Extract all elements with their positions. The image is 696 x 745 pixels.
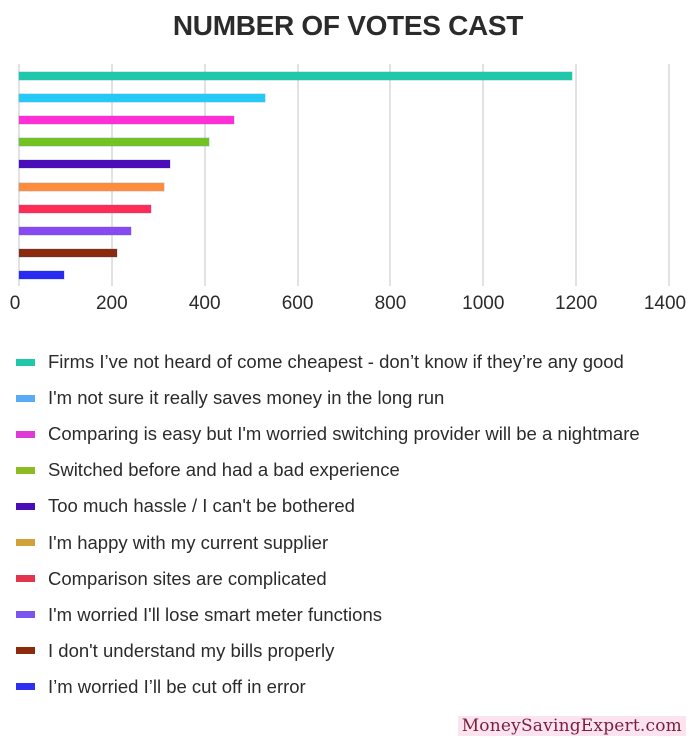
legend-item: I'm worried I'll lose smart meter functi… bbox=[16, 600, 382, 630]
legend-swatch-icon bbox=[16, 430, 35, 438]
legend-swatch-icon bbox=[16, 394, 35, 402]
legend-item: Comparing is easy but I'm worried switch… bbox=[16, 419, 640, 449]
bar bbox=[19, 160, 171, 169]
legend-label: Firms I’ve not heard of come cheapest - … bbox=[48, 351, 624, 372]
x-tick-label: 0 bbox=[9, 293, 21, 314]
grid-line bbox=[389, 64, 392, 286]
legend-label: Comparison sites are complicated bbox=[48, 567, 327, 589]
legend-label: I'm happy with my current supplier bbox=[48, 531, 329, 553]
grid-line bbox=[575, 64, 578, 286]
legend-label: I’m worried I’ll be cut off in error bbox=[48, 675, 306, 697]
legend-label: I'm worried I'll lose smart meter functi… bbox=[48, 603, 382, 625]
legend-item: I don't understand my bills properly bbox=[16, 636, 334, 666]
legend-item: I'm happy with my current supplier bbox=[16, 528, 328, 558]
bar bbox=[19, 72, 572, 80]
grid-line bbox=[296, 64, 299, 286]
legend-swatch-icon bbox=[16, 611, 35, 619]
legend-swatch-icon bbox=[16, 466, 35, 474]
legend-item: I’m worried I’ll be cut off in error bbox=[16, 672, 306, 702]
x-tick-label: 200 bbox=[95, 293, 128, 314]
bar bbox=[19, 226, 131, 235]
legend-label: Switched before and had a bad experience bbox=[48, 459, 400, 481]
legend-label: I don't understand my bills properly bbox=[48, 639, 335, 661]
bar bbox=[19, 94, 266, 103]
chart-title: NUMBER OF VOTES CAST bbox=[172, 10, 524, 41]
grid-line bbox=[18, 64, 20, 286]
bar bbox=[19, 116, 234, 125]
legend-label: Too much hassle / I can't be bothered bbox=[48, 495, 355, 517]
legend-item: Firms I’ve not heard of come cheapest - … bbox=[16, 347, 624, 377]
legend-swatch-icon bbox=[16, 358, 35, 366]
x-tick-label: 1000 bbox=[462, 293, 505, 314]
legend-item: Too much hassle / I can't be bothered bbox=[16, 491, 355, 521]
bar bbox=[19, 204, 151, 213]
legend-swatch-icon bbox=[16, 539, 35, 546]
legend-item: Comparison sites are complicated bbox=[16, 564, 327, 594]
x-tick-label: 800 bbox=[374, 293, 407, 314]
x-tick-label: 400 bbox=[188, 293, 221, 314]
legend-swatch-icon bbox=[16, 647, 35, 655]
legend-swatch-icon bbox=[16, 683, 35, 691]
grid-line bbox=[203, 64, 206, 286]
legend-swatch-icon bbox=[16, 502, 35, 510]
bar bbox=[19, 138, 210, 147]
bar bbox=[19, 270, 64, 279]
legend-label: I'm not sure it really saves money in th… bbox=[48, 387, 445, 409]
legend-swatch-icon bbox=[16, 575, 35, 583]
watermark-logo: MoneySavingExpert.com bbox=[457, 716, 686, 736]
legend-item: I'm not sure it really saves money in th… bbox=[16, 383, 444, 413]
x-tick-label: 600 bbox=[281, 293, 314, 314]
x-tick-label: 1200 bbox=[555, 293, 598, 314]
grid-line bbox=[110, 64, 113, 286]
x-tick-label: 1400 bbox=[643, 293, 687, 314]
bar bbox=[19, 182, 164, 191]
plot-area bbox=[0, 60, 696, 290]
grid-line bbox=[482, 64, 485, 286]
bar bbox=[19, 248, 117, 257]
legend-label: Comparing is easy but I'm worried switch… bbox=[48, 423, 640, 445]
grid-line bbox=[668, 64, 670, 286]
legend-item: Switched before and had a bad experience bbox=[16, 455, 400, 485]
